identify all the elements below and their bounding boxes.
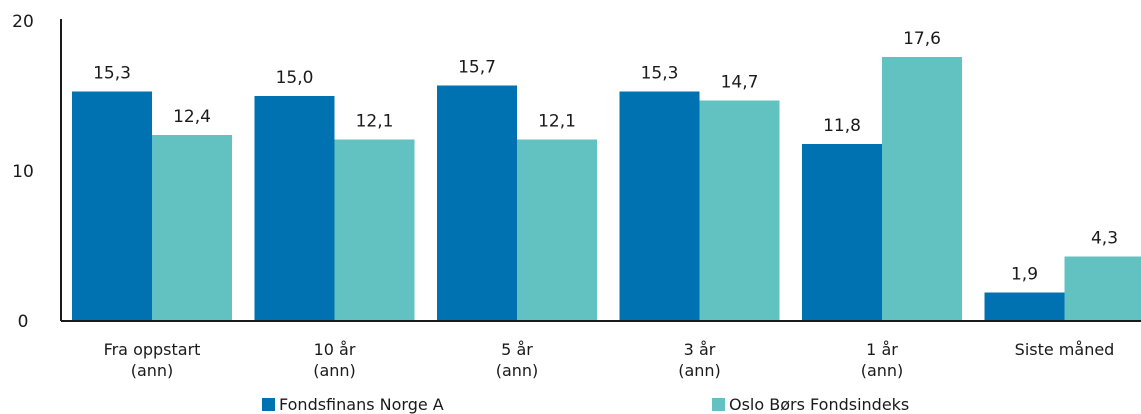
x-tick-label: Fra oppstart	[104, 340, 201, 359]
y-tick-label: 0	[18, 312, 29, 332]
bar	[984, 292, 1065, 321]
legend-swatch-oslo-bors	[712, 398, 725, 411]
x-tick-label: (ann)	[678, 361, 721, 380]
data-label: 12,1	[356, 112, 394, 132]
x-tick-label: (ann)	[496, 361, 539, 380]
x-tick-label: (ann)	[131, 361, 174, 380]
bar	[802, 144, 882, 321]
legend-item-oslo-bors: Oslo Børs Fondsindeks	[712, 395, 909, 414]
legend-item-fondsfinans: Fondsfinans Norge A	[262, 395, 444, 414]
data-label: 15,0	[276, 68, 314, 88]
legend-label-oslo-bors: Oslo Børs Fondsindeks	[729, 395, 910, 414]
data-label: 11,8	[823, 116, 861, 136]
bar	[254, 96, 335, 321]
x-tick-label: 10 år	[314, 340, 356, 359]
bar	[882, 57, 962, 321]
data-label: 17,6	[903, 29, 941, 49]
bar	[1064, 256, 1141, 321]
x-tick-label: 1 år	[866, 340, 898, 359]
x-tick-label: (ann)	[313, 361, 356, 380]
bar	[517, 139, 597, 321]
x-tick-label: 3 år	[684, 340, 716, 359]
data-label: 14,7	[721, 73, 759, 93]
data-label: 15,7	[458, 58, 496, 78]
data-label: 12,4	[173, 107, 211, 127]
data-label: 15,3	[641, 64, 679, 84]
bar	[72, 91, 152, 321]
data-label: 1,9	[1011, 265, 1038, 285]
bar	[699, 100, 780, 321]
data-label: 12,1	[538, 112, 576, 132]
y-tick-label: 20	[12, 12, 34, 32]
bar	[152, 135, 232, 321]
x-tick-label: 5 år	[501, 340, 533, 359]
bar	[437, 85, 517, 321]
bar	[619, 91, 700, 321]
x-tick-label: Siste måned	[1015, 340, 1115, 359]
legend-swatch-fondsfinans	[262, 398, 275, 411]
bar	[334, 139, 415, 321]
y-tick-label: 10	[12, 162, 34, 182]
data-label: 4,3	[1091, 229, 1118, 249]
legend-label-fondsfinans: Fondsfinans Norge A	[279, 395, 444, 414]
x-tick-label: (ann)	[861, 361, 904, 380]
data-label: 15,3	[93, 64, 131, 84]
